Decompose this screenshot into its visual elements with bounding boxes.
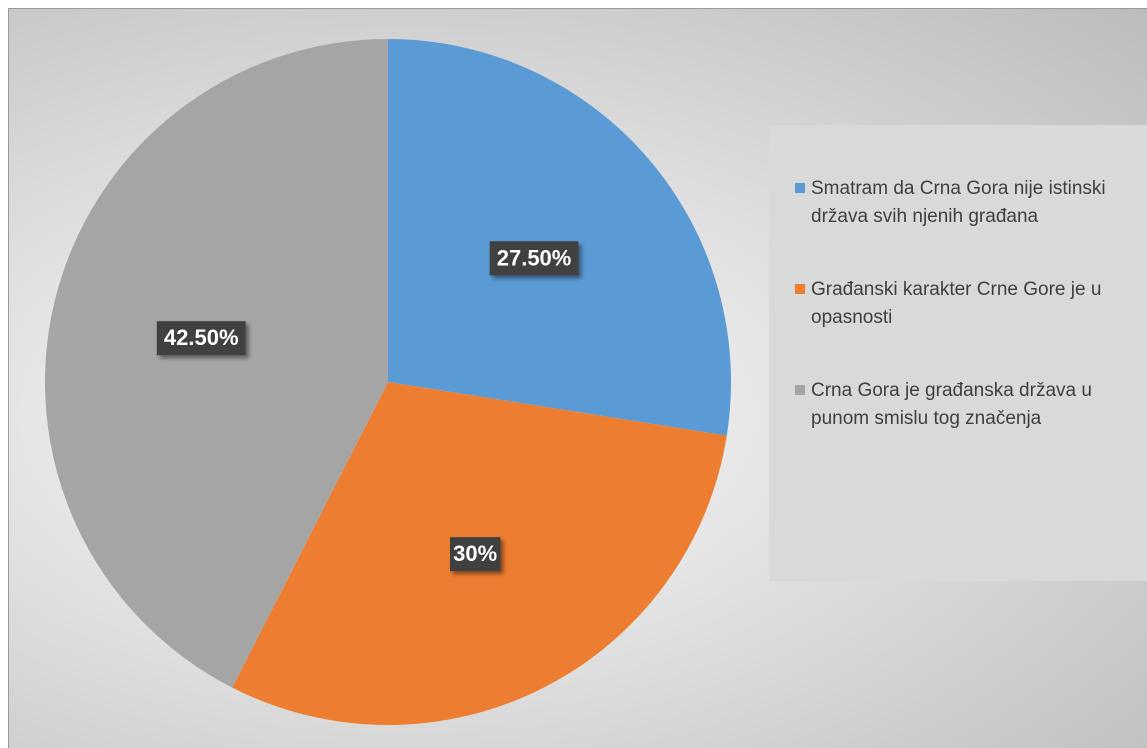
legend-item: Crna Gora je građanska država u punom sm…	[795, 377, 1137, 433]
data-label: 27.50%	[489, 241, 579, 276]
pie-slice	[45, 39, 389, 688]
legend-swatch	[795, 284, 805, 294]
data-label-text: 27.50%	[497, 245, 572, 270]
legend-item: Smatram da Crna Gora nije istinski držav…	[795, 175, 1137, 231]
data-label-box	[156, 321, 246, 356]
legend: Smatram da Crna Gora nije istinski držav…	[769, 125, 1147, 581]
legend-label: Crna Gora je građanska država u punom sm…	[811, 380, 1092, 429]
data-label-text: 42.50%	[164, 325, 239, 350]
data-label: 30%	[450, 537, 501, 572]
pie-chart: 27.50% 30% 42.50%	[45, 39, 731, 726]
legend-swatch	[795, 385, 805, 395]
legend-item: Građanski karakter Crne Gore je u opasno…	[795, 276, 1137, 332]
data-label-box	[489, 241, 579, 276]
legend-label: Građanski karakter Crne Gore je u opasno…	[811, 279, 1102, 328]
data-label-box	[450, 537, 501, 572]
legend-label: Smatram da Crna Gora nije istinski držav…	[811, 178, 1106, 227]
pie-slice	[388, 39, 731, 436]
data-label: 42.50%	[156, 321, 246, 356]
chart-area: 27.50% 30% 42.50% Smatram da Crna Gora nij…	[8, 8, 1147, 748]
legend-swatch	[795, 183, 805, 193]
data-label-text: 30%	[453, 541, 497, 566]
